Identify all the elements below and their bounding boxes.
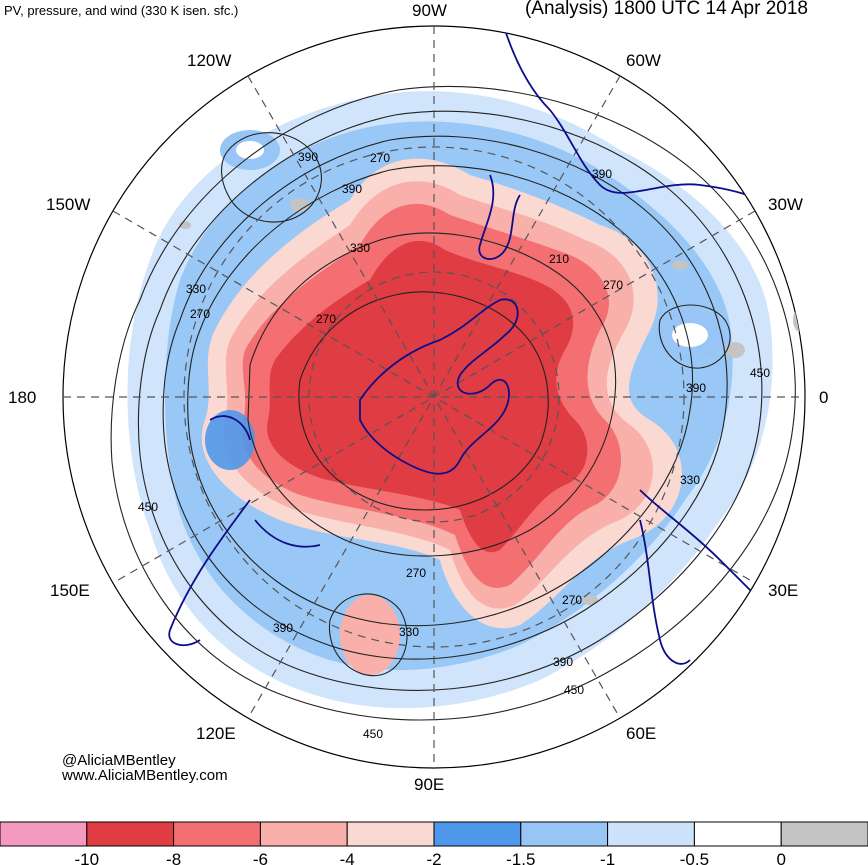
contour-label: 450	[363, 727, 383, 741]
colorbar-tick-label: -0.5	[680, 850, 709, 865]
lon-label-180: 180	[8, 388, 36, 407]
colorbar-tick-label: 0	[776, 850, 785, 865]
contour-label: 270	[370, 151, 390, 165]
contour-label: 270	[316, 312, 336, 326]
lon-label-120e: 120E	[196, 724, 236, 743]
contour-label: 210	[549, 252, 569, 266]
colorbar-tick-label: -4	[340, 850, 355, 865]
pv-grey-patch	[290, 198, 310, 212]
lon-label-150w: 150W	[46, 195, 90, 214]
map-title: (Analysis) 1800 UTC 14 Apr 2018	[524, 0, 808, 19]
pv-blue-lobe	[340, 595, 400, 675]
map-subtitle: PV, pressure, and wind (330 K isen. sfc.…	[4, 3, 239, 18]
lon-label-60w: 60W	[626, 51, 661, 70]
colorbar-swatch	[173, 821, 261, 847]
contour-label: 330	[680, 473, 700, 487]
colorbar-swatch	[346, 821, 435, 847]
colorbar-swatch	[607, 821, 695, 847]
contour-label: 330	[399, 625, 419, 639]
colorbar-tick-label: -1.5	[506, 850, 535, 865]
colorbar-swatch	[780, 821, 868, 847]
credit-website: www.AliciaMBentley.com	[62, 767, 228, 784]
contour-label: 390	[273, 621, 293, 635]
contour-label: 450	[750, 366, 770, 380]
colorbar-swatch	[520, 821, 609, 847]
contour-label: 390	[686, 381, 706, 395]
colorbar-tick-label: -1	[600, 850, 615, 865]
colorbar-tick-label: -8	[166, 850, 181, 865]
lon-label-120w: 120W	[187, 51, 231, 70]
contour-label: 450	[564, 683, 584, 697]
credit-twitter: @AliciaMBentley	[62, 752, 176, 769]
colorbar-swatch	[86, 821, 175, 847]
contour-label: 270	[406, 566, 426, 580]
pv-blue-lobe	[672, 323, 708, 347]
lon-label-90w: 90W	[412, 1, 447, 20]
pv-blue-lobe	[236, 141, 264, 159]
pv-grey-patch	[725, 342, 745, 358]
contour-label: 390	[553, 655, 573, 669]
pv-grey-patch	[672, 260, 688, 270]
pv-grey-patch	[582, 595, 598, 605]
colorbar-swatch	[0, 821, 88, 847]
lon-label-90e: 90E	[414, 775, 444, 794]
contour-label: 270	[190, 307, 210, 321]
contour-label: 390	[592, 167, 612, 181]
lon-label-60e: 60E	[626, 724, 656, 743]
contour-label: 330	[186, 282, 206, 296]
contour-label: 390	[342, 182, 362, 196]
colorbar-swatch	[693, 821, 782, 847]
colorbar: -10 -8 -6 -4 -2 -1.5 -1 -0.5 0	[0, 821, 868, 865]
colorbar-swatch	[433, 821, 522, 847]
lon-label-0: 0	[819, 388, 828, 407]
contour-label: 270	[562, 593, 582, 607]
contour-label: 450	[138, 500, 158, 514]
lon-label-30e: 30E	[768, 581, 798, 600]
lon-label-150e: 150E	[50, 581, 90, 600]
pressure-contours	[110, 85, 796, 721]
contour-label: 330	[350, 241, 370, 255]
contour-label: 270	[603, 278, 623, 292]
colorbar-tick-label: -10	[75, 850, 100, 865]
colorbar-tick-label: -2	[426, 850, 441, 865]
lon-label-30w: 30W	[768, 195, 803, 214]
contour-label: 390	[298, 150, 318, 164]
colorbar-tick-label: -6	[253, 850, 268, 865]
colorbar-swatch	[259, 821, 348, 847]
graticule	[63, 26, 805, 768]
